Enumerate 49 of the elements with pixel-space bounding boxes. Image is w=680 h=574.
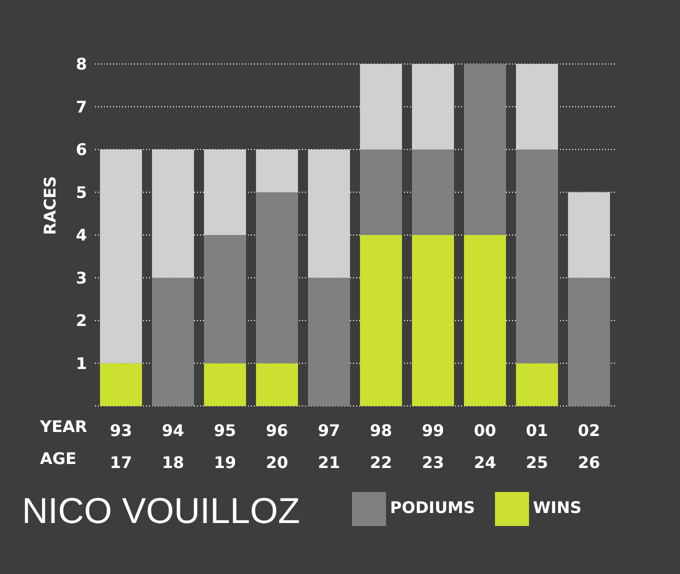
bar bbox=[412, 235, 454, 406]
bar bbox=[412, 64, 454, 150]
bar bbox=[516, 150, 558, 364]
x-tick-label: 94 18 bbox=[162, 421, 184, 472]
x-tick-label: 00 24 bbox=[474, 421, 496, 472]
bar bbox=[308, 150, 350, 278]
text: AGE bbox=[40, 449, 76, 468]
x-tick-label: 96 20 bbox=[266, 421, 288, 472]
bar bbox=[464, 64, 506, 235]
x-tick-label: 93 17 bbox=[110, 421, 132, 472]
bar bbox=[464, 235, 506, 406]
legend-label: PODIUMS bbox=[390, 498, 475, 518]
bar bbox=[204, 363, 246, 406]
x-tick-label: 95 19 bbox=[214, 421, 236, 472]
bar bbox=[152, 278, 194, 406]
x-tick-label: 97 21 bbox=[318, 421, 340, 472]
x-tick-label: 01 25 bbox=[526, 421, 548, 472]
y-tick-label: 2 bbox=[76, 311, 87, 330]
y-axis-title: RACES bbox=[40, 176, 60, 235]
bar bbox=[568, 278, 610, 406]
bar bbox=[360, 64, 402, 150]
bar bbox=[256, 192, 298, 364]
bar bbox=[100, 150, 142, 364]
bar bbox=[516, 363, 558, 406]
bar bbox=[152, 150, 194, 278]
y-tick-label: 7 bbox=[76, 97, 87, 116]
bar bbox=[100, 363, 142, 406]
y-tick-label: 5 bbox=[76, 182, 87, 202]
y-tick-label: 3 bbox=[76, 268, 87, 288]
bar bbox=[308, 278, 350, 406]
x-tick-label: 99 23 bbox=[422, 421, 444, 472]
bar bbox=[360, 150, 402, 235]
bar bbox=[256, 363, 298, 406]
x-tick-label: 98 22 bbox=[370, 421, 392, 472]
y-tick-label: 8 bbox=[76, 54, 87, 74]
text: NICO VOUILLOZ bbox=[22, 490, 300, 532]
text: YEAR bbox=[40, 417, 88, 436]
y-tick-label: 6 bbox=[76, 140, 87, 160]
bar bbox=[412, 150, 454, 235]
bar bbox=[204, 235, 246, 364]
bar bbox=[360, 235, 402, 406]
bar bbox=[516, 64, 558, 150]
bar bbox=[256, 150, 298, 192]
y-tick-label: 4 bbox=[76, 226, 87, 245]
bar bbox=[568, 192, 610, 278]
bar bbox=[204, 150, 246, 235]
x-tick-label: 02 26 bbox=[578, 421, 600, 472]
y-tick-label: 1 bbox=[76, 354, 87, 373]
legend-label: WINS bbox=[533, 498, 582, 518]
